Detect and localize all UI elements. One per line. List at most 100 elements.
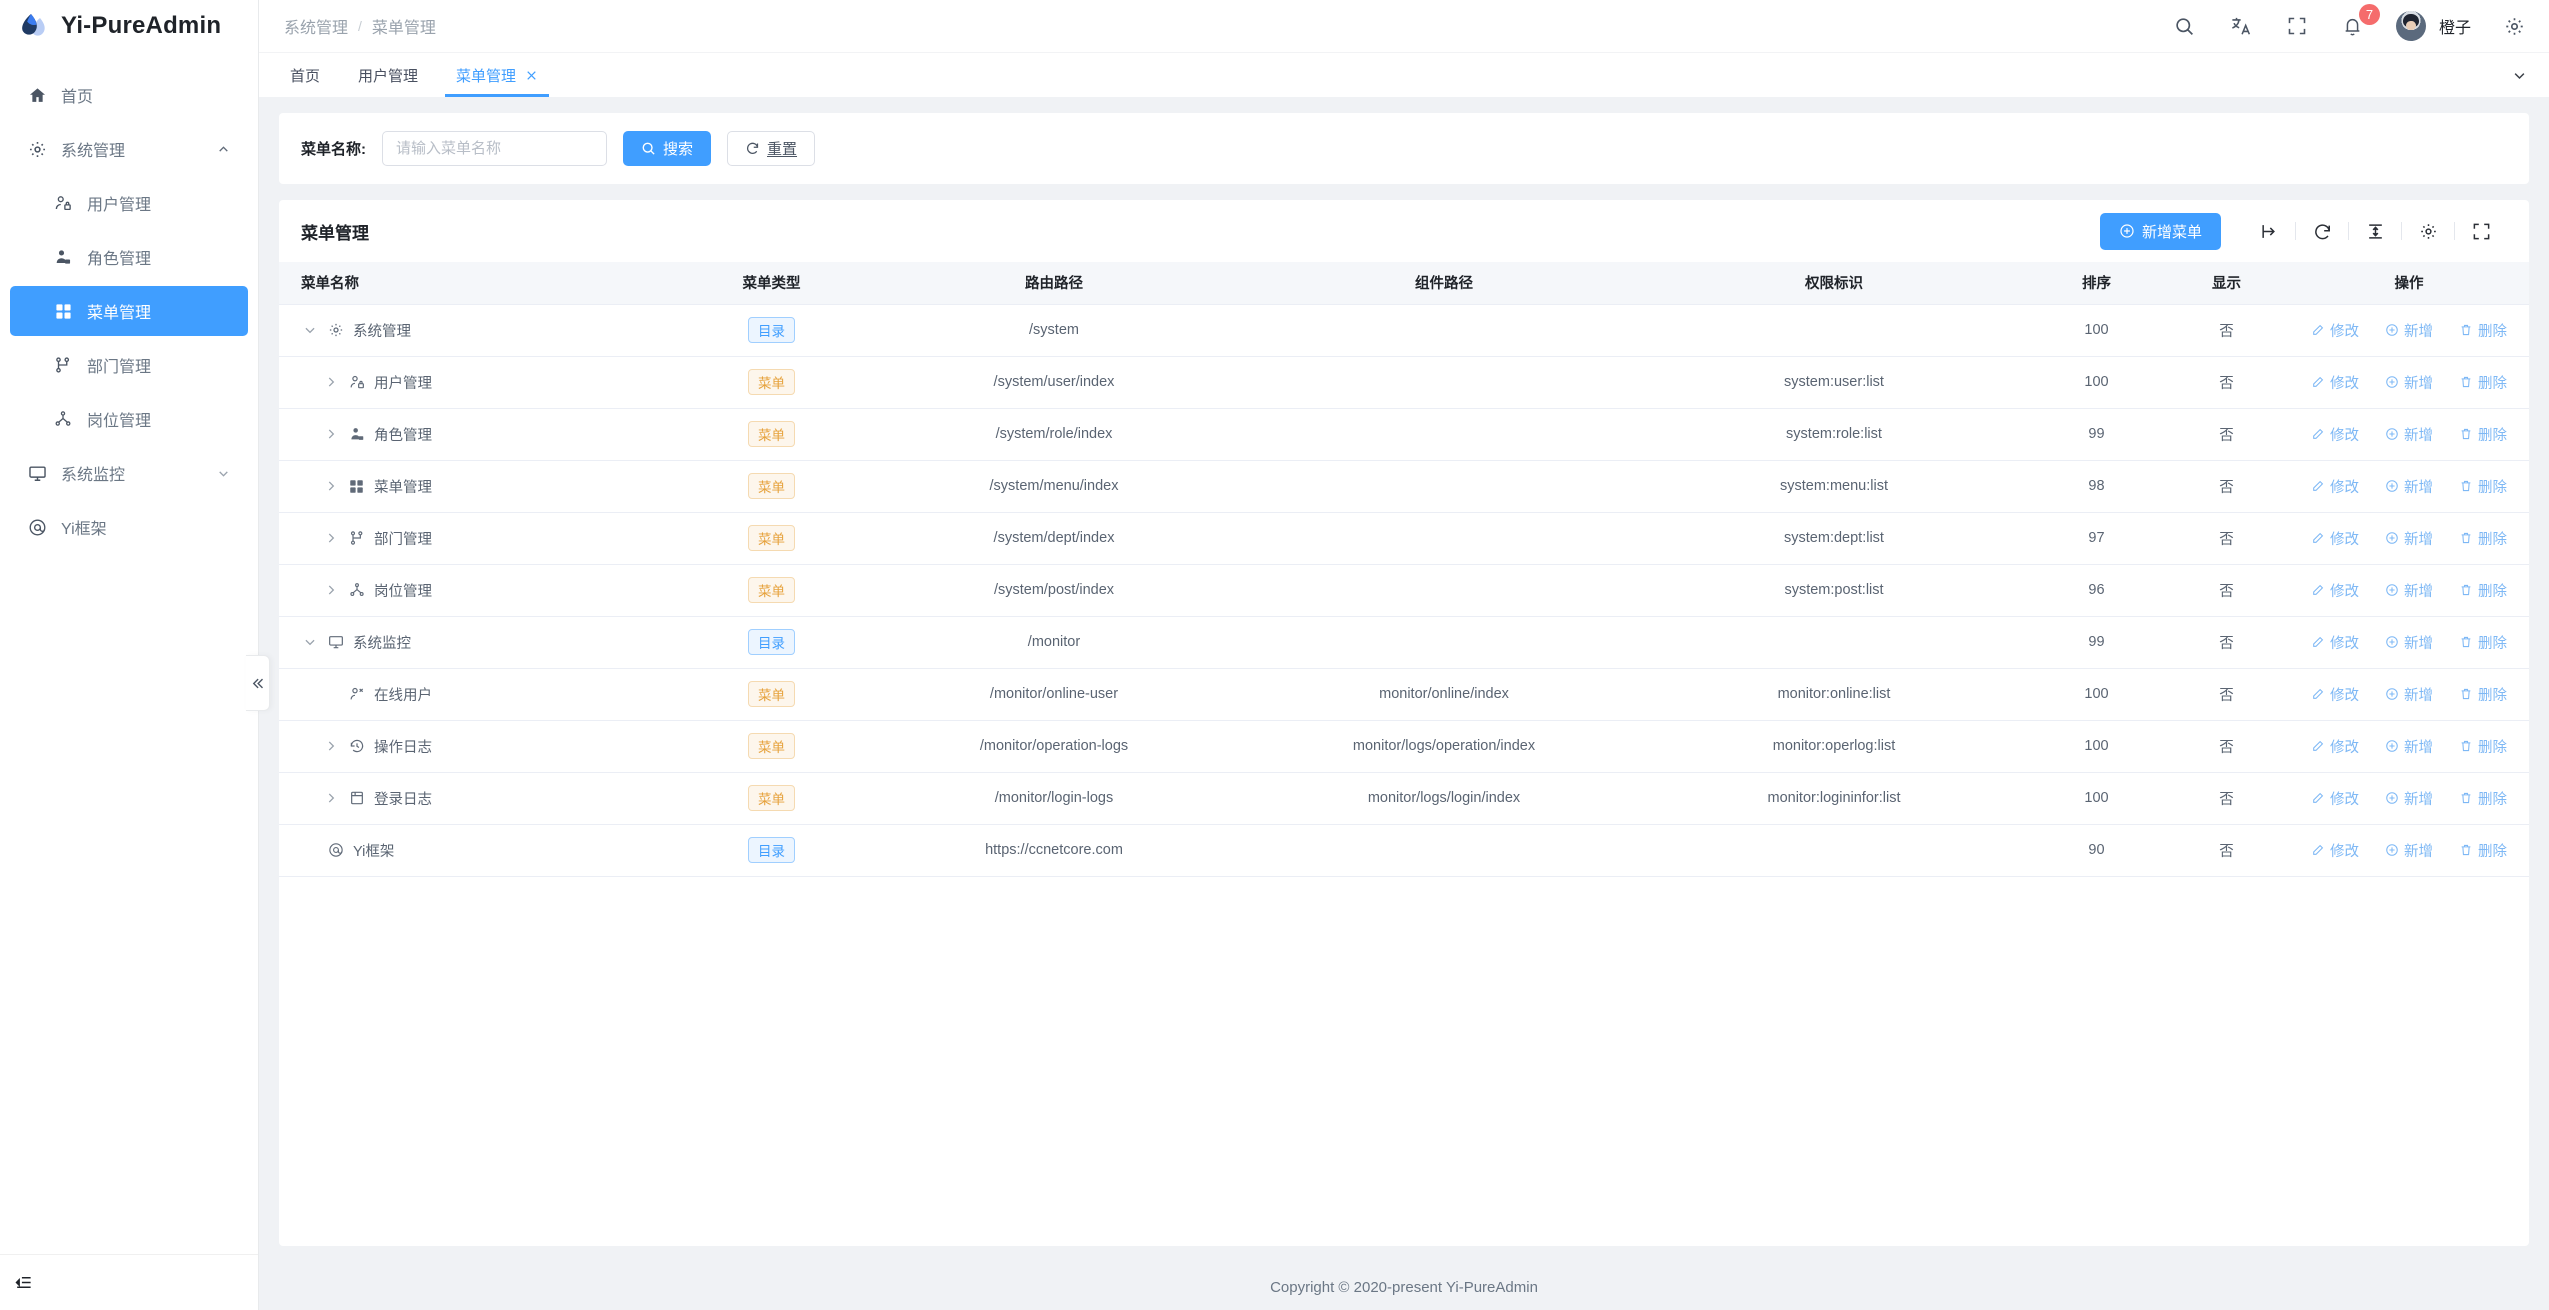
breadcrumb-parent[interactable]: 系统管理 [284,20,349,37]
reset-button[interactable]: 重置 [727,131,816,166]
cell-sort: 99 [2029,616,2164,669]
cell-component [1249,512,1639,565]
expand-all-icon[interactable] [2256,218,2282,244]
action-edit-button[interactable]: 修改 [2311,736,2359,757]
action-add-button[interactable]: 新增 [2385,580,2433,601]
sidebar-item-dept-management[interactable]: 部门管理 [10,340,248,390]
settings-gear-icon[interactable] [2415,218,2441,244]
search-button-label: 搜索 [663,141,694,158]
search-input[interactable] [382,131,607,166]
action-add-button[interactable]: 新增 [2385,372,2433,393]
cell-actions: 修改 新增 删除 [2289,772,2529,825]
menu-collapse-icon[interactable] [14,1273,33,1292]
tab-user-management[interactable]: 用户管理 [339,53,437,97]
toolbar-divider [2454,222,2455,240]
chevron-down-icon[interactable] [301,634,318,651]
density-icon[interactable] [2362,218,2388,244]
sidebar-item-menu-management[interactable]: 菜单管理 [10,286,248,336]
action-delete-button[interactable]: 删除 [2459,632,2507,653]
menu-type-tag: 菜单 [748,577,795,603]
action-edit-button[interactable]: 修改 [2311,840,2359,861]
action-edit-button[interactable]: 修改 [2311,580,2359,601]
search-icon[interactable] [2172,13,2198,39]
table-row[interactable]: 角色管理 菜单/system/role/index system:role:list… [279,408,2529,461]
table-row[interactable]: 系统监控 目录/monitor 99 否 修改 新增 删除 [279,616,2529,669]
action-edit-button[interactable]: 修改 [2311,372,2359,393]
sidebar-item-role-management[interactable]: 角色管理 [10,232,248,282]
cell-show: 否 [2164,356,2289,409]
sidebar-collapse-button[interactable] [246,655,270,711]
fullscreen-icon[interactable] [2468,218,2494,244]
sidebar-item-yi-framework[interactable]: Yi框架 [10,502,248,552]
action-delete-button[interactable]: 删除 [2459,684,2507,705]
action-add-button[interactable]: 新增 [2385,424,2433,445]
table-row[interactable]: 菜单管理 菜单/system/menu/index system:menu:list… [279,460,2529,513]
table-row[interactable]: 在线用户 菜单/monitor/online-user monitor/online… [279,668,2529,721]
action-label: 删除 [2478,635,2507,652]
table-row[interactable]: Yi框架 目录 https://ccnetcore.com 90 否 修改 新增 删除 [279,824,2529,877]
action-edit-button[interactable]: 修改 [2311,476,2359,497]
chevron-right-icon[interactable] [322,738,339,755]
action-edit-button[interactable]: 修改 [2311,320,2359,341]
cell-menu-name: 部门管理 [279,512,684,565]
sidebar-item-post-management[interactable]: 岗位管理 [10,394,248,444]
refresh-icon[interactable] [2309,218,2335,244]
action-add-button[interactable]: 新增 [2385,788,2433,809]
chevron-right-icon[interactable] [322,790,339,807]
action-add-button[interactable]: 新增 [2385,632,2433,653]
breadcrumb: 系统管理 / 菜单管理 [284,14,436,38]
table-row[interactable]: 岗位管理 菜单/system/post/index system:post:list… [279,564,2529,617]
action-add-button[interactable]: 新增 [2385,736,2433,757]
table-row[interactable]: 系统管理 目录/system 100 否 修改 新增 删除 [279,304,2529,357]
action-edit-button[interactable]: 修改 [2311,788,2359,809]
action-add-button[interactable]: 新增 [2385,528,2433,549]
close-icon[interactable] [525,69,538,82]
tab-home[interactable]: 首页 [271,53,339,97]
action-delete-button[interactable]: 删除 [2459,840,2507,861]
action-add-button[interactable]: 新增 [2385,320,2433,341]
action-add-button[interactable]: 新增 [2385,840,2433,861]
chevron-right-icon[interactable] [322,478,339,495]
action-edit-button[interactable]: 修改 [2311,528,2359,549]
cell-show: 否 [2164,408,2289,461]
sidebar-item-label: 系统管理 [61,143,126,160]
cell-component: monitor/logs/login/index [1249,772,1639,825]
action-delete-button[interactable]: 删除 [2459,372,2507,393]
user-menu[interactable]: 橙子 [2395,11,2471,41]
brand-logo[interactable]: Yi-PureAdmin [0,0,258,52]
action-delete-button[interactable]: 删除 [2459,424,2507,445]
table-row[interactable]: 操作日志 菜单/monitor/operation-logs monitor/log… [279,720,2529,773]
fullscreen-icon[interactable] [2284,13,2310,39]
tabs-more-button[interactable] [2512,53,2549,97]
table-row[interactable]: 用户管理 菜单/system/user/index system:user:list… [279,356,2529,409]
action-delete-button[interactable]: 删除 [2459,528,2507,549]
action-delete-button[interactable]: 删除 [2459,788,2507,809]
action-delete-button[interactable]: 删除 [2459,476,2507,497]
sidebar-item-monitor[interactable]: 系统监控 [10,448,248,498]
settings-gear-icon[interactable] [2501,13,2527,39]
action-edit-button[interactable]: 修改 [2311,424,2359,445]
chevron-down-icon[interactable] [301,322,318,339]
chevron-right-icon[interactable] [322,426,339,443]
cell-menu-type: 目录 [684,824,859,877]
action-delete-button[interactable]: 删除 [2459,320,2507,341]
translate-icon[interactable] [2228,13,2254,39]
chevron-right-icon[interactable] [322,374,339,391]
sidebar-item-home[interactable]: 首页 [10,70,248,120]
action-edit-button[interactable]: 修改 [2311,684,2359,705]
action-add-button[interactable]: 新增 [2385,684,2433,705]
sidebar-item-system[interactable]: 系统管理 [10,124,248,174]
search-button[interactable]: 搜索 [623,131,712,166]
table-row[interactable]: 部门管理 菜单/system/dept/index system:dept:list… [279,512,2529,565]
sidebar-item-user-management[interactable]: 用户管理 [10,178,248,228]
action-delete-button[interactable]: 删除 [2459,580,2507,601]
add-menu-button[interactable]: 新增菜单 [2099,212,2221,250]
action-edit-button[interactable]: 修改 [2311,632,2359,653]
chevron-right-icon[interactable] [322,530,339,547]
table-row[interactable]: 登录日志 菜单/monitor/login-logs monitor/logs/lo… [279,772,2529,825]
chevron-right-icon[interactable] [322,582,339,599]
bell-icon[interactable]: 7 [2340,4,2380,39]
action-add-button[interactable]: 新增 [2385,476,2433,497]
action-delete-button[interactable]: 删除 [2459,736,2507,757]
tab-menu-management[interactable]: 菜单管理 [437,53,557,97]
